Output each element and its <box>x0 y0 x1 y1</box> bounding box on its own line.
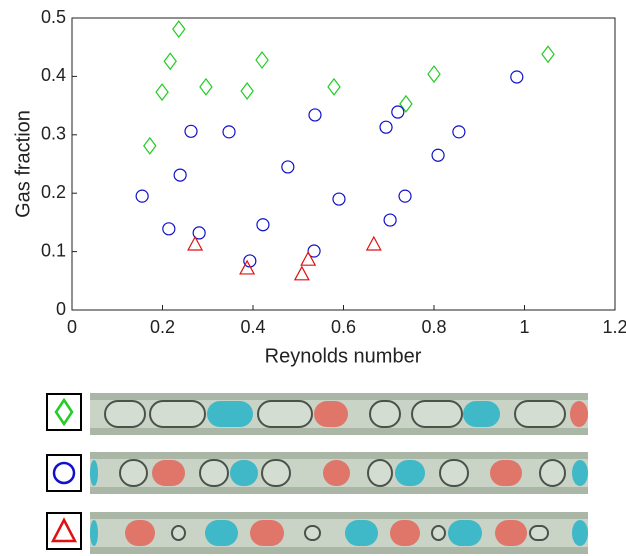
point <box>399 94 413 113</box>
bubble <box>261 459 291 487</box>
bubble <box>104 400 146 428</box>
y-tick-label: 0.3 <box>41 124 66 144</box>
droplet <box>205 520 238 546</box>
bubble <box>199 459 229 487</box>
bubble <box>369 400 401 428</box>
y-tick-label: 0.2 <box>41 182 66 202</box>
legend-box <box>46 454 82 492</box>
point <box>281 160 295 174</box>
y-tick-label: 0.4 <box>41 65 66 85</box>
legend-triangle <box>50 517 78 543</box>
point <box>240 82 254 100</box>
point <box>256 218 270 232</box>
droplet <box>390 520 420 546</box>
droplet <box>570 401 588 427</box>
droplet <box>495 520 527 546</box>
droplet <box>345 520 378 546</box>
point <box>162 222 176 236</box>
bubble <box>171 525 186 541</box>
point <box>541 45 555 64</box>
point <box>398 189 412 203</box>
droplet <box>207 401 253 427</box>
droplet <box>125 520 155 546</box>
point <box>300 250 317 266</box>
droplet <box>230 460 258 486</box>
x-tick-label: 0.2 <box>150 317 175 337</box>
droplet <box>90 520 98 546</box>
point <box>255 51 269 70</box>
bubble <box>149 400 206 428</box>
y-axis-label: Gas fraction <box>12 110 34 218</box>
droplet <box>323 460 350 486</box>
droplet <box>152 460 185 486</box>
y-tick-label: 0 <box>56 299 66 319</box>
point <box>327 77 341 96</box>
droplet <box>572 460 588 486</box>
legend-diamond <box>54 397 74 427</box>
point <box>510 70 524 84</box>
point <box>184 124 198 138</box>
droplet <box>250 520 284 546</box>
y-tick-label: 0.1 <box>41 240 66 260</box>
droplet <box>490 460 522 486</box>
point <box>308 108 322 122</box>
droplet <box>448 520 482 546</box>
point <box>135 189 149 203</box>
bubble <box>431 525 446 541</box>
point <box>332 192 346 206</box>
bubble <box>529 525 549 541</box>
bubble <box>514 400 566 428</box>
point <box>427 65 441 84</box>
point <box>239 259 256 275</box>
x-tick-label: 0 <box>67 317 77 337</box>
bubble <box>439 459 469 487</box>
x-tick-label: 0.4 <box>240 317 265 337</box>
point <box>431 148 445 162</box>
point <box>307 244 321 258</box>
plot-frame <box>71 17 616 311</box>
x-tick-label: 1 <box>519 317 529 337</box>
point <box>199 77 213 96</box>
droplet <box>90 460 98 486</box>
bubble <box>539 459 566 487</box>
x-tick-label: 0.6 <box>331 317 356 337</box>
point <box>172 20 186 39</box>
point <box>452 125 466 139</box>
point <box>379 120 393 134</box>
x-axis-label: Reynolds number <box>265 345 422 367</box>
y-tick-label: 0.5 <box>41 7 66 27</box>
droplet <box>314 401 348 427</box>
bubble <box>411 400 463 428</box>
point <box>143 136 157 155</box>
point <box>222 125 236 139</box>
bubble <box>367 459 393 487</box>
point <box>187 235 204 251</box>
droplet <box>463 401 500 427</box>
bubble <box>119 459 148 487</box>
bubble <box>304 525 321 541</box>
point <box>391 105 405 119</box>
x-tick-label: 1.2 <box>602 317 626 337</box>
point <box>293 265 310 281</box>
legend-circle <box>52 461 76 485</box>
point <box>173 168 187 182</box>
x-tick-label: 0.8 <box>421 317 446 337</box>
droplet <box>395 460 425 486</box>
point <box>155 83 169 102</box>
point <box>365 235 382 251</box>
point <box>163 52 177 71</box>
bubble <box>257 400 313 428</box>
droplet <box>572 520 588 546</box>
point <box>383 213 397 227</box>
point <box>192 226 206 240</box>
